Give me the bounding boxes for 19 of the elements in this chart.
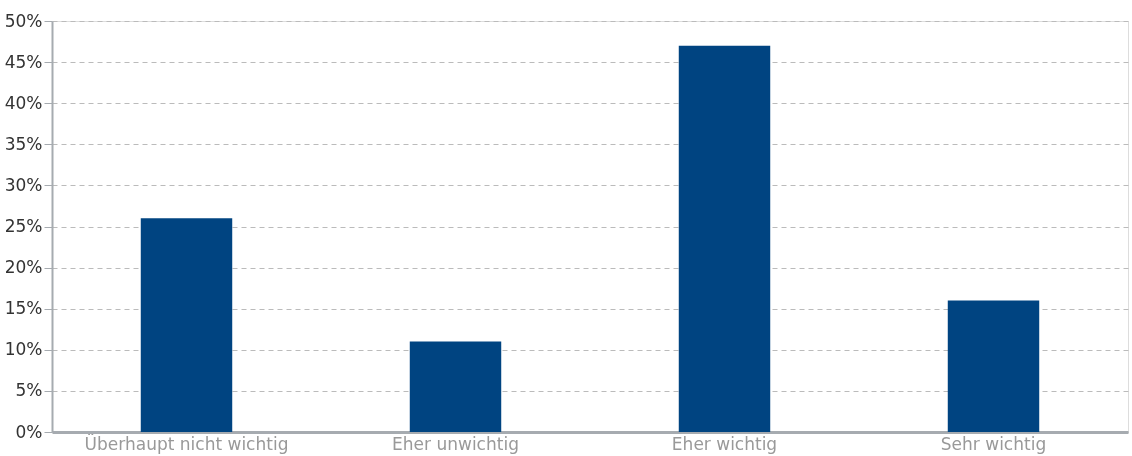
y-tick-label: 5% xyxy=(15,380,43,401)
y-tick-label: 30% xyxy=(4,174,43,195)
y-tick-label: 45% xyxy=(4,51,43,72)
y-tick-label: 15% xyxy=(4,298,43,319)
x-tick-label: Eher wichtig xyxy=(671,433,778,454)
bar xyxy=(140,218,233,432)
bar xyxy=(409,341,502,432)
y-tick-label: 50% xyxy=(4,10,43,31)
x-tick-label: Überhaupt nicht wichtig xyxy=(84,432,289,454)
bar xyxy=(947,300,1040,432)
y-tick-label: 25% xyxy=(4,216,43,236)
y-tick-label: 35% xyxy=(4,133,43,154)
y-tick-label: 0% xyxy=(15,421,43,442)
y-tick-label: 20% xyxy=(4,257,43,278)
x-tick-label: Eher unwichtig xyxy=(392,433,519,454)
y-tick-label: 40% xyxy=(4,92,43,113)
y-tick-label: 10% xyxy=(4,339,43,360)
x-tick-label: Sehr wichtig xyxy=(940,433,1047,454)
bar xyxy=(678,45,771,432)
